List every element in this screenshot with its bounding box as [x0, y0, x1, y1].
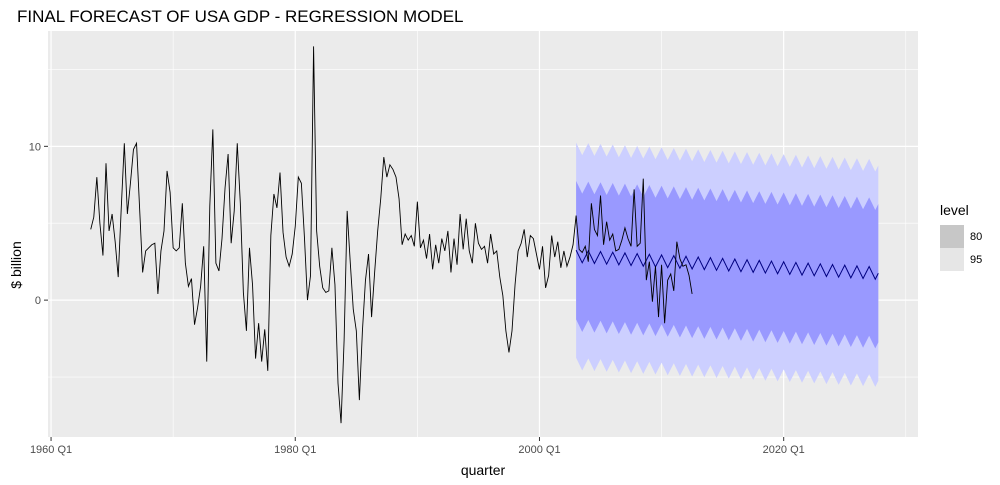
legend-title: level — [940, 202, 969, 218]
legend-key-95 — [940, 248, 964, 271]
legend: level 80 95 — [940, 202, 982, 271]
forecast-mean-line — [575, 249, 879, 281]
chart-title: FINAL FORECAST OF USA GDP - REGRESSION M… — [17, 7, 464, 26]
legend-key-80 — [940, 225, 964, 248]
y-tick-label: 0 — [35, 295, 41, 307]
legend-label-80: 80 — [970, 231, 982, 243]
x-axis-title: quarter — [461, 462, 506, 478]
x-tick-label: 1960 Q1 — [30, 444, 72, 456]
x-tick-label: 2000 Q1 — [518, 444, 560, 456]
prediction-interval-80 — [576, 180, 879, 349]
y-tick-label: 10 — [29, 141, 41, 153]
legend-label-95: 95 — [970, 254, 982, 266]
y-axis-title: $ billion — [8, 241, 24, 288]
plot-panel — [48, 31, 918, 437]
x-tick-label: 2020 Q1 — [763, 444, 805, 456]
x-tick-label: 1980 Q1 — [274, 444, 316, 456]
history-series-line — [90, 46, 693, 424]
